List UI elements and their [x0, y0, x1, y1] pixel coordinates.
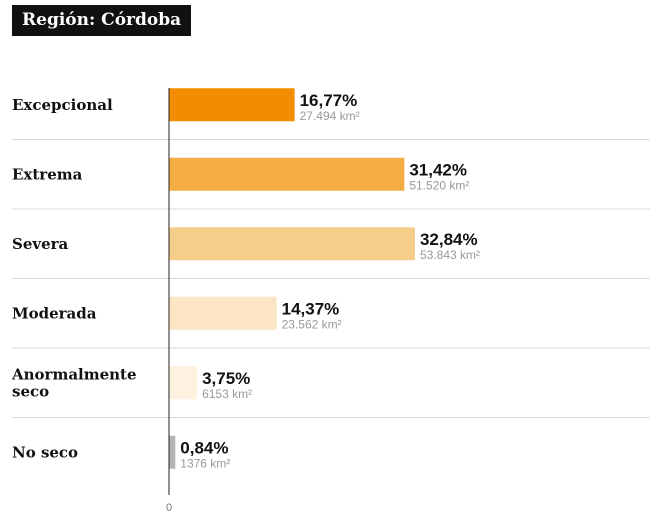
value-label: 3,75%	[202, 369, 250, 388]
category-label-line: Excepcional	[12, 96, 113, 114]
category-label: Severa	[12, 235, 69, 253]
value-label: 32,84%	[420, 230, 478, 249]
category-label-line: Extrema	[12, 165, 83, 183]
value-label: 0,84%	[180, 438, 228, 457]
category-label-line: No seco	[12, 443, 78, 461]
category-label-line: seco	[12, 382, 49, 400]
area-label: 51.520 km²	[409, 178, 469, 192]
value-label: 31,42%	[409, 160, 467, 179]
chart-title: Región: Córdoba	[12, 5, 192, 36]
category-label-line: Moderada	[12, 304, 97, 322]
area-label: 6153 km²	[202, 387, 252, 401]
area-label: 27.494 km²	[300, 109, 360, 123]
category-label: No seco	[12, 443, 78, 461]
category-label: Anormalmente seco	[11, 365, 137, 400]
x-tick-label: 0	[166, 502, 172, 514]
bar	[169, 296, 277, 330]
category-label: Extrema	[12, 165, 83, 183]
area-label: 1376 km²	[180, 456, 230, 470]
area-label: 23.562 km²	[282, 317, 342, 331]
bar	[169, 227, 415, 261]
area-label: 53.843 km²	[420, 248, 480, 262]
bar	[169, 366, 198, 400]
value-label: 16,77%	[300, 91, 358, 110]
bar	[169, 157, 405, 191]
bar	[169, 88, 295, 122]
category-label-line: Severa	[12, 235, 69, 253]
category-label-line: Anormalmente	[11, 365, 137, 383]
category-label: Excepcional	[12, 96, 113, 114]
value-label: 14,37%	[282, 299, 340, 318]
bar	[169, 435, 176, 469]
category-label: Moderada	[12, 304, 97, 322]
